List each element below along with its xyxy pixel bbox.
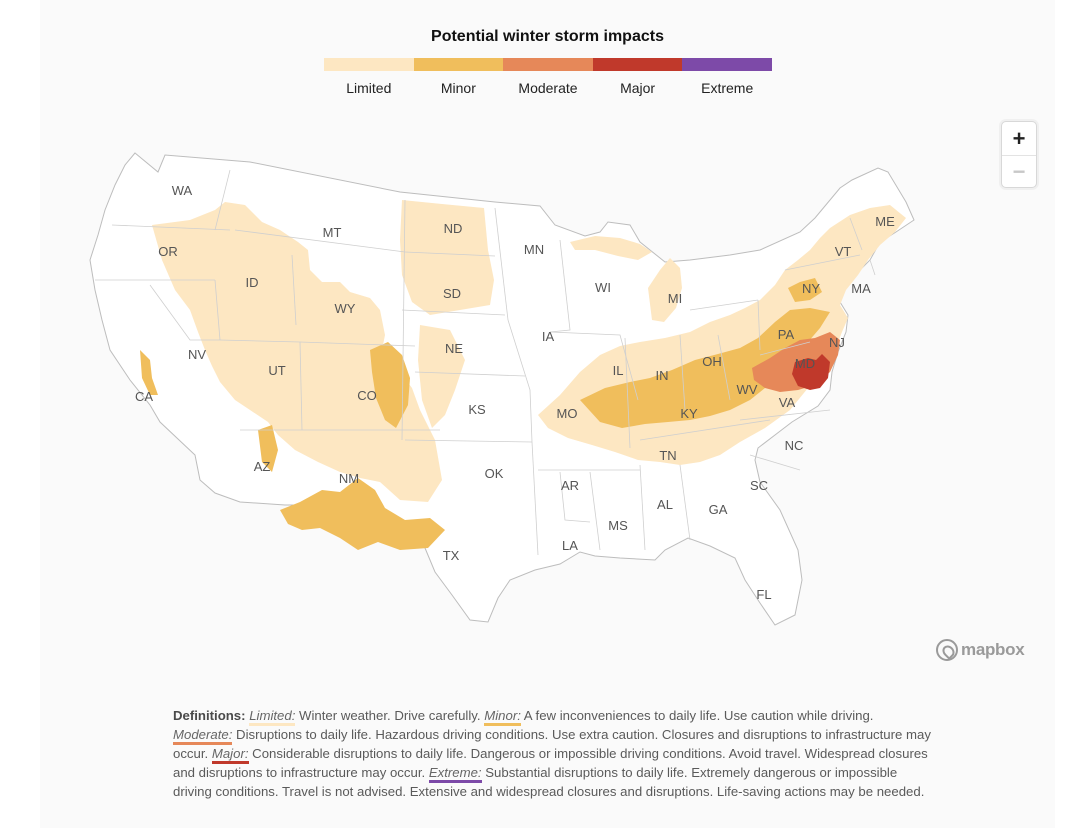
legend-swatch-minor: [413, 58, 504, 71]
text-limited: Winter weather. Drive carefully.: [295, 708, 485, 723]
minor-area-colorado: [370, 342, 410, 428]
state-label-la: LA: [562, 538, 578, 553]
state-label-co: CO: [357, 388, 377, 403]
major-area-md-de: [792, 354, 830, 390]
zoom-out-button[interactable]: −: [1002, 155, 1036, 188]
text-moderate: Disruptions to daily life. Hazardous dri…: [173, 727, 931, 761]
state-borders: [95, 169, 876, 556]
state-label-ca: CA: [135, 389, 153, 404]
term-limited: Limited:: [249, 708, 296, 726]
state-label-tx: TX: [443, 548, 460, 563]
legend-label-extreme: Extreme: [701, 80, 754, 96]
legend-labels: Limited Minor Moderate Major Extreme: [324, 80, 772, 96]
state-label-nm: NM: [339, 471, 359, 486]
state-label-ny: NY: [802, 281, 820, 296]
limited-area-northwest: [152, 202, 442, 502]
text-major: Considerable disruptions to daily life. …: [173, 746, 928, 780]
text-extreme: Substantial disruptions to daily life. E…: [173, 765, 925, 799]
minor-area-ca: [140, 350, 158, 395]
legend-swatch-moderate: [503, 58, 593, 71]
state-label-pa: PA: [778, 327, 795, 342]
state-label-vt: VT: [835, 244, 852, 259]
state-label-oh: OH: [702, 354, 722, 369]
state-label-ma: MA: [851, 281, 871, 296]
impact-minor-layer: [140, 278, 830, 550]
state-label-ok: OK: [485, 466, 504, 481]
definitions-text: Definitions: Limited: Winter weather. Dr…: [173, 706, 933, 801]
term-major: Major:: [211, 746, 249, 764]
state-label-wa: WA: [172, 183, 193, 198]
state-label-me: ME: [875, 214, 895, 229]
state-label-ms: MS: [608, 518, 628, 533]
state-label-mo: MO: [557, 406, 578, 421]
state-label-sd: SD: [443, 286, 461, 301]
state-label-ut: UT: [268, 363, 285, 378]
minor-area-new-mexico: [280, 478, 445, 550]
state-label-ky: KY: [680, 406, 698, 421]
impact-major-layer: [792, 354, 830, 390]
legend-label-limited: Limited: [346, 80, 392, 96]
state-label-wy: WY: [335, 301, 356, 316]
us-map-canvas[interactable]: WA OR CA ID NV MT WY UT AZ CO NM ND SD N…: [40, 110, 1055, 685]
state-label-nc: NC: [785, 438, 804, 453]
state-label-az: AZ: [254, 459, 271, 474]
state-label-va: VA: [779, 395, 796, 410]
state-label-id: ID: [246, 275, 259, 290]
state-label-il: IL: [613, 363, 624, 378]
minor-area-ohio-valley: [580, 308, 830, 428]
definitions-heading: Definitions:: [173, 708, 246, 723]
term-minor: Minor:: [484, 708, 521, 726]
limited-area-michigan: [648, 258, 682, 322]
limited-area-plains: [418, 325, 465, 428]
legend-label-major: Major: [620, 80, 656, 96]
state-label-nv: NV: [188, 347, 206, 362]
state-label-mt: MT: [323, 225, 342, 240]
state-label-wi: WI: [595, 280, 611, 295]
state-label-nj: NJ: [829, 335, 845, 350]
zoom-in-button[interactable]: +: [1012, 125, 1026, 151]
limited-area-dakotas: [400, 200, 494, 315]
state-label-fl: FL: [756, 587, 771, 602]
mapbox-logo-icon: [936, 639, 958, 661]
state-label-mi: MI: [668, 291, 682, 306]
state-label-ga: GA: [709, 502, 728, 517]
minor-area-arizona: [258, 425, 278, 472]
state-label-nd: ND: [444, 221, 463, 236]
state-label-ia: IA: [542, 329, 555, 344]
term-moderate: Moderate:: [173, 727, 233, 745]
legend-swatch-extreme: [682, 58, 772, 71]
state-label-or: OR: [158, 244, 178, 259]
state-label-tn: TN: [659, 448, 676, 463]
mapbox-attribution[interactable]: mapbox: [936, 639, 1025, 661]
state-labels: WA OR CA ID NV MT WY UT AZ CO NM ND SD N…: [135, 183, 895, 602]
limited-area-up: [570, 236, 652, 260]
state-label-mn: MN: [524, 242, 544, 257]
state-label-md: MD: [795, 356, 815, 371]
zoom-control: + −: [1001, 121, 1037, 188]
state-label-sc: SC: [750, 478, 768, 493]
text-minor: A few inconveniences to daily life. Use …: [520, 708, 874, 723]
state-label-al: AL: [657, 497, 673, 512]
legend-label-minor: Minor: [440, 80, 476, 96]
state-label-wv: WV: [737, 382, 758, 397]
state-label-in: IN: [656, 368, 669, 383]
state-label-ks: KS: [468, 402, 486, 417]
term-extreme: Extreme:: [428, 765, 482, 783]
state-label-ne: NE: [445, 341, 463, 356]
legend-swatch-major: [592, 58, 683, 71]
legend-label-moderate: Moderate: [518, 80, 578, 96]
minor-area-ny: [788, 278, 822, 302]
mapbox-wordmark: mapbox: [961, 640, 1025, 659]
legend-swatch-limited: [324, 58, 414, 71]
legend-color-bar: [324, 58, 772, 71]
legend-title: Potential winter storm impacts: [431, 28, 664, 45]
us-map[interactable]: WA OR CA ID NV MT WY UT AZ CO NM ND SD N…: [40, 110, 1055, 685]
state-label-ar: AR: [561, 478, 579, 493]
